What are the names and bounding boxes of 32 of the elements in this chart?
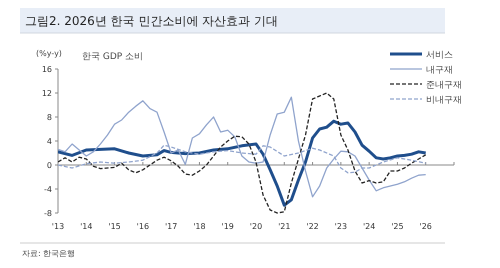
x-tick-label: '15 <box>108 222 121 231</box>
line-series <box>58 120 428 207</box>
y-tick-label: 8 <box>46 113 52 122</box>
y-tick-label: -8 <box>44 209 52 218</box>
chart-title: 그림2. 2026년 한국 민간소비에 자산효과 기대 <box>25 14 278 28</box>
y-axis-title: (%y-y) <box>36 49 62 58</box>
chart-subtitle: 한국 GDP 소비 <box>82 52 144 62</box>
y-tick-label: 0 <box>46 161 52 170</box>
x-tick-label: '17 <box>164 222 178 231</box>
y-tick-label: 16 <box>42 65 52 74</box>
x-tick-label: '16 <box>136 222 150 231</box>
x-tick-label: '24 <box>362 222 376 231</box>
legend-label: 서비스 <box>426 50 453 60</box>
x-tick-label: '13 <box>52 222 64 231</box>
y-tick-label: -4 <box>44 185 52 194</box>
x-tick-label: '26 <box>420 222 432 231</box>
x-tick-label: '14 <box>80 222 92 231</box>
x-tick-label: '25 <box>391 222 404 231</box>
y-tick-label: 4 <box>46 137 52 146</box>
x-tick-label: '19 <box>222 222 234 231</box>
line-series <box>58 96 426 198</box>
y-tick-label: 12 <box>42 89 52 98</box>
x-tick-label: '20 <box>250 222 262 231</box>
x-tick-label: '18 <box>193 222 206 231</box>
text: 자료: 한국은행 <box>22 249 76 258</box>
legend-label: 준내구재 <box>426 80 462 90</box>
x-tick-label: '22 <box>306 222 319 231</box>
legend-label: 비내구재 <box>426 96 462 106</box>
line-series <box>58 92 426 214</box>
x-tick-label: '21 <box>278 222 290 231</box>
x-tick-label: '23 <box>334 222 348 231</box>
legend-label: 내구재 <box>426 66 453 76</box>
